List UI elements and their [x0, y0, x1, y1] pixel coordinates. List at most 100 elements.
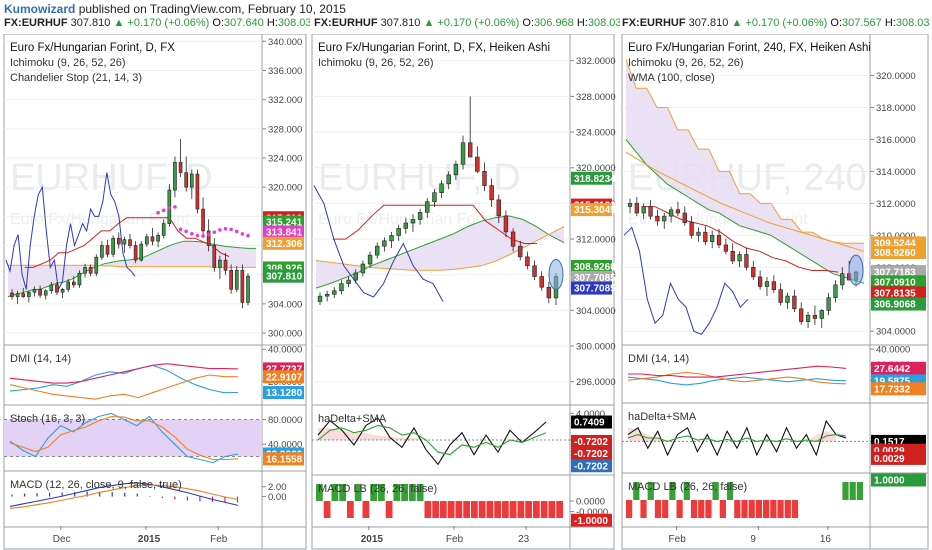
price-tick-label: 304.0000 — [576, 306, 616, 317]
candle-body — [737, 254, 742, 262]
username-link[interactable]: Kumowizard — [4, 2, 76, 16]
price-badge: 308.926 — [266, 264, 303, 275]
indicator-line — [317, 417, 547, 466]
macd-lb-bar — [509, 501, 517, 518]
time-axis-label: Feb — [210, 534, 228, 545]
price-tick-label: 332.0000 — [576, 56, 616, 67]
macd-lb-bar — [540, 501, 548, 518]
ticker-symbol[interactable]: FX:EURHUF — [314, 17, 378, 29]
ticker-open-label: O: — [212, 17, 225, 29]
candle-body — [503, 215, 509, 233]
candle-body — [229, 270, 233, 290]
candle-body — [246, 275, 250, 303]
candle-body — [317, 295, 323, 302]
macd-lb-bar — [455, 501, 463, 518]
pane-badge: -0.7202 — [574, 437, 608, 448]
macd-lb-bar — [556, 501, 563, 518]
pane-title: haDelta+SMA — [628, 411, 697, 423]
candle-body — [819, 310, 824, 319]
chandelier-stop-dot — [167, 206, 172, 210]
candle-body — [641, 206, 646, 214]
pane-title: DMI (14, 14) — [10, 353, 71, 365]
price-badge-bg — [571, 281, 612, 295]
macd-lb-bar — [440, 501, 447, 518]
chandelier-stop-dot — [173, 205, 177, 209]
candle-body — [475, 156, 480, 172]
chart-frame — [3, 34, 307, 550]
candle-body — [703, 231, 708, 243]
candle-body — [60, 288, 65, 293]
price-tick-label: 312.0000 — [876, 199, 916, 210]
candle-body — [662, 215, 667, 222]
price-badge-bg — [263, 215, 304, 229]
macd-lb-bar — [842, 482, 849, 500]
price-badge-bg — [571, 203, 612, 217]
macd-lb-bar — [755, 500, 763, 518]
macd-lb-bar — [362, 501, 370, 518]
candle-body — [184, 172, 188, 188]
chandelier-stop-dot — [212, 230, 217, 234]
candle-body — [116, 237, 121, 245]
pane-badge: 27.6442 — [874, 364, 911, 375]
macd-lb-bar — [424, 501, 432, 518]
candle-body — [648, 206, 653, 217]
macd-lb-bar — [698, 500, 705, 518]
candle-body — [156, 235, 160, 242]
candle-body — [150, 236, 155, 242]
price-badge: 315.3045 — [574, 205, 616, 216]
pane-tick-label: -0.0000 — [576, 507, 608, 518]
candle-body — [710, 235, 715, 243]
macd-lb-bar — [432, 501, 439, 518]
price-badge: 307.810 — [266, 272, 303, 283]
ticker-high-label: H: — [884, 17, 896, 29]
pane-badge: 0.0029 — [874, 446, 905, 457]
price-badge: 312.306 — [266, 239, 303, 250]
pane-badge-bg — [871, 361, 926, 375]
ticker-2: FX:EURHUF 307.810 ▲ +0.170 (+0.06%) O:30… — [314, 17, 620, 29]
macd-lb-bar — [626, 500, 633, 518]
candle-body — [201, 208, 205, 232]
price-tick-label: 310.0000 — [876, 231, 916, 242]
ticker-symbol[interactable]: FX:EURHUF — [4, 17, 68, 29]
candle-body — [634, 203, 639, 214]
pane-badge: 22.9107 — [266, 372, 303, 383]
macd-lb-bar — [777, 500, 784, 518]
price-badge-bg — [263, 269, 304, 283]
candle-body — [15, 293, 20, 297]
chandelier-stop-dot — [234, 229, 239, 234]
macd-lb-bar — [726, 482, 734, 500]
macd-lb-bar — [791, 500, 799, 518]
candle-body — [826, 297, 831, 311]
macd-lb-bar — [478, 501, 486, 518]
price-badge: 306.9068 — [874, 300, 916, 311]
candle-body — [55, 284, 59, 293]
pane-tick-label: 40.0000 — [268, 440, 302, 451]
pane-title: MACD (12, 26, close, 9, false, true) — [10, 479, 182, 491]
price-badge-bg — [871, 275, 926, 289]
price-tick-label: 320.0000 — [576, 163, 616, 174]
candle-body — [525, 256, 530, 267]
candle-body — [72, 281, 76, 286]
candle-body — [689, 222, 694, 236]
candle-body — [785, 295, 790, 303]
chandelier-stop-dot — [178, 227, 183, 232]
candle-body — [339, 283, 344, 292]
candle-body — [840, 273, 845, 286]
ticker-symbol[interactable]: FX:EURHUF — [622, 17, 686, 29]
ticker-1: FX:EURHUF 307.810 ▲ +0.170 (+0.06%) O:30… — [4, 17, 310, 29]
pane-title: Stoch (16, 3, 3) — [10, 413, 85, 425]
candle-body — [744, 254, 749, 268]
indicator-line — [627, 376, 847, 386]
pane-tick-label: 40.0000 — [268, 345, 302, 356]
charts-canvas[interactable]: 340.000 336.000 332.000 328.000 324.000 320.0… — [0, 34, 932, 550]
price-badge: 308.9260 — [574, 262, 616, 273]
tenkan-sen-line — [623, 226, 749, 336]
pane-badge-bg — [263, 452, 304, 466]
ticker-strip: FX:EURHUF 307.810 ▲ +0.170 (+0.06%) O:30… — [4, 17, 932, 31]
chart-frame — [311, 34, 615, 550]
indicator-line — [9, 484, 239, 509]
pane-badge: 0.7409 — [574, 418, 605, 429]
macd-lb-bar — [393, 484, 401, 501]
macd-lb-bar — [748, 500, 755, 518]
macd-lb-bar — [734, 500, 741, 518]
